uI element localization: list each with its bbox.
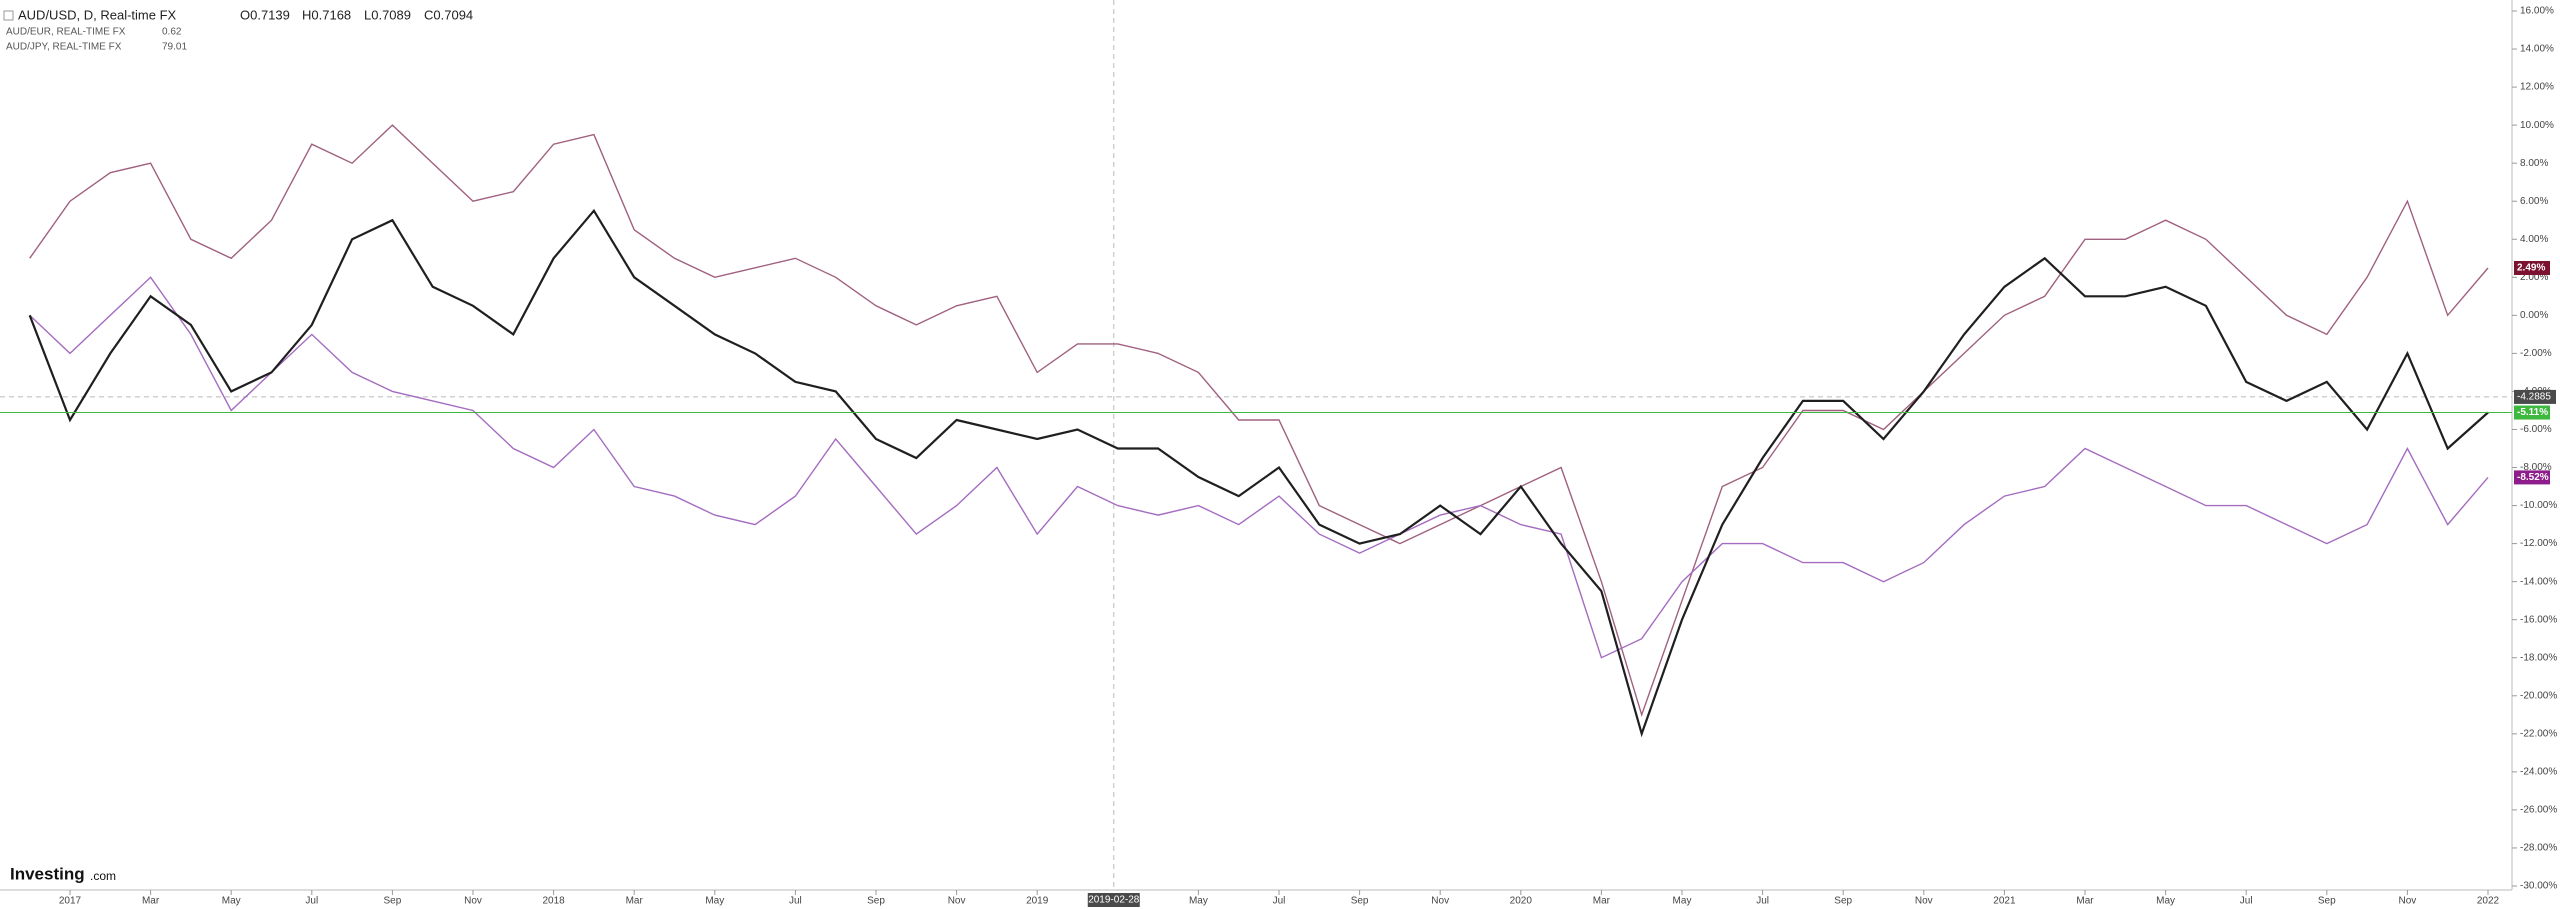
- x-tick-label: Nov: [2399, 896, 2417, 907]
- legend-label: AUD/EUR, REAL-TIME FX: [6, 27, 126, 38]
- price-label: -8.52%: [2517, 472, 2549, 483]
- x-tick-label: May: [1189, 896, 1208, 907]
- x-tick-label: 2022: [2477, 896, 2500, 907]
- y-tick-label: -18.00%: [2520, 652, 2557, 663]
- price-label: -5.11%: [2517, 407, 2548, 418]
- price-label-bg: [2514, 260, 2550, 275]
- y-tick-label: -6.00%: [2520, 424, 2552, 435]
- price-label-bg: [2514, 405, 2550, 420]
- y-tick-label: -8.00%: [2520, 462, 2552, 473]
- x-tick-label: Jul: [1273, 896, 1286, 907]
- y-tick-label: 8.00%: [2520, 158, 2548, 169]
- x-tick-label: Sep: [2318, 896, 2336, 907]
- y-tick-label: -14.00%: [2520, 576, 2557, 587]
- x-tick-label: 2020: [1510, 896, 1533, 907]
- x-tick-label: Jul: [305, 896, 318, 907]
- legend-value: 79.01: [162, 42, 187, 53]
- x-tick-label: Sep: [867, 896, 885, 907]
- x-tick-label: Nov: [464, 896, 482, 907]
- price-label-bg: [2514, 470, 2550, 485]
- y-tick-label: 4.00%: [2520, 234, 2548, 245]
- logo: Investing: [10, 864, 85, 883]
- x-tick-label: May: [2156, 896, 2175, 907]
- y-tick-label: 6.00%: [2520, 196, 2548, 207]
- price-label: 2.49%: [2517, 263, 2545, 274]
- legend-value: 0.62: [162, 27, 182, 38]
- ohlc-close: C0.7094: [424, 7, 473, 22]
- x-tick-label: Sep: [1834, 896, 1852, 907]
- x-tick-label: Jul: [1756, 896, 1769, 907]
- x-tick-label: Sep: [384, 896, 402, 907]
- chart-title: AUD/USD, D, Real-time FX: [18, 7, 177, 22]
- y-tick-label: 16.00%: [2520, 6, 2554, 17]
- x-tick-label: Mar: [2076, 896, 2094, 907]
- y-tick-label: 12.00%: [2520, 82, 2554, 93]
- collapse-icon[interactable]: [3, 10, 14, 21]
- crosshair-x-label: 2019-02-28: [1088, 895, 1140, 906]
- x-tick-label: 2021: [1993, 896, 2016, 907]
- x-tick-label: Sep: [1351, 896, 1369, 907]
- y-tick-label: -2.00%: [2520, 348, 2552, 359]
- plot: [0, 0, 2512, 890]
- y-tick-label: -20.00%: [2520, 690, 2557, 701]
- watermark: Investing .com: [10, 864, 116, 883]
- x-tick-label: Mar: [1593, 896, 1611, 907]
- series-line: [28, 208, 2489, 738]
- y-tick-label: -16.00%: [2520, 614, 2557, 625]
- ohlc-low: L0.7089: [364, 7, 411, 22]
- y-tick-label: -12.00%: [2520, 538, 2557, 549]
- series-line: [29, 276, 2489, 659]
- y-tick-label: -22.00%: [2520, 728, 2557, 739]
- y-tick-label: 0.00%: [2520, 310, 2548, 321]
- x-tick-label: 2018: [542, 896, 565, 907]
- logo-suffix: .com: [90, 869, 116, 883]
- x-tick-label: Nov: [1431, 896, 1449, 907]
- x-tick-label: Jul: [789, 896, 802, 907]
- ohlc-open: O0.7139: [240, 7, 290, 22]
- series-line: [29, 124, 2489, 718]
- x-tick-label: Mar: [626, 896, 644, 907]
- y-tick-label: -26.00%: [2520, 805, 2557, 816]
- x-tick-label: May: [222, 896, 241, 907]
- y-tick-label: -28.00%: [2520, 843, 2557, 854]
- ohlc-high: H0.7168: [302, 7, 351, 22]
- legend: AUD/USD, D, Real-time FX O0.7139 H0.7168…: [3, 7, 473, 53]
- legend-label: AUD/JPY, REAL-TIME FX: [6, 42, 122, 53]
- y-tick-label: 10.00%: [2520, 120, 2554, 131]
- x-tick-label: Mar: [142, 896, 160, 907]
- y-tick-label: -24.00%: [2520, 767, 2557, 778]
- crosshair-y-label-bg: [2514, 389, 2556, 404]
- y-tick-label: 14.00%: [2520, 44, 2554, 55]
- y-tick-label: -10.00%: [2520, 500, 2557, 511]
- x-tick-label: 2019: [1026, 896, 1049, 907]
- x-tick-label: May: [705, 896, 724, 907]
- crosshair-x-label-bg: [1087, 893, 1140, 907]
- x-tick-label: 2017: [59, 896, 82, 907]
- x-tick-label: Jul: [2240, 896, 2253, 907]
- x-tick-label: Nov: [1915, 896, 1933, 907]
- y-tick-label: 2.00%: [2520, 272, 2548, 283]
- y-tick-label: -30.00%: [2520, 881, 2557, 892]
- crosshair-y-label: -4.2885: [2517, 392, 2551, 403]
- x-tick-label: Nov: [948, 896, 966, 907]
- x-tick-label: May: [1673, 896, 1692, 907]
